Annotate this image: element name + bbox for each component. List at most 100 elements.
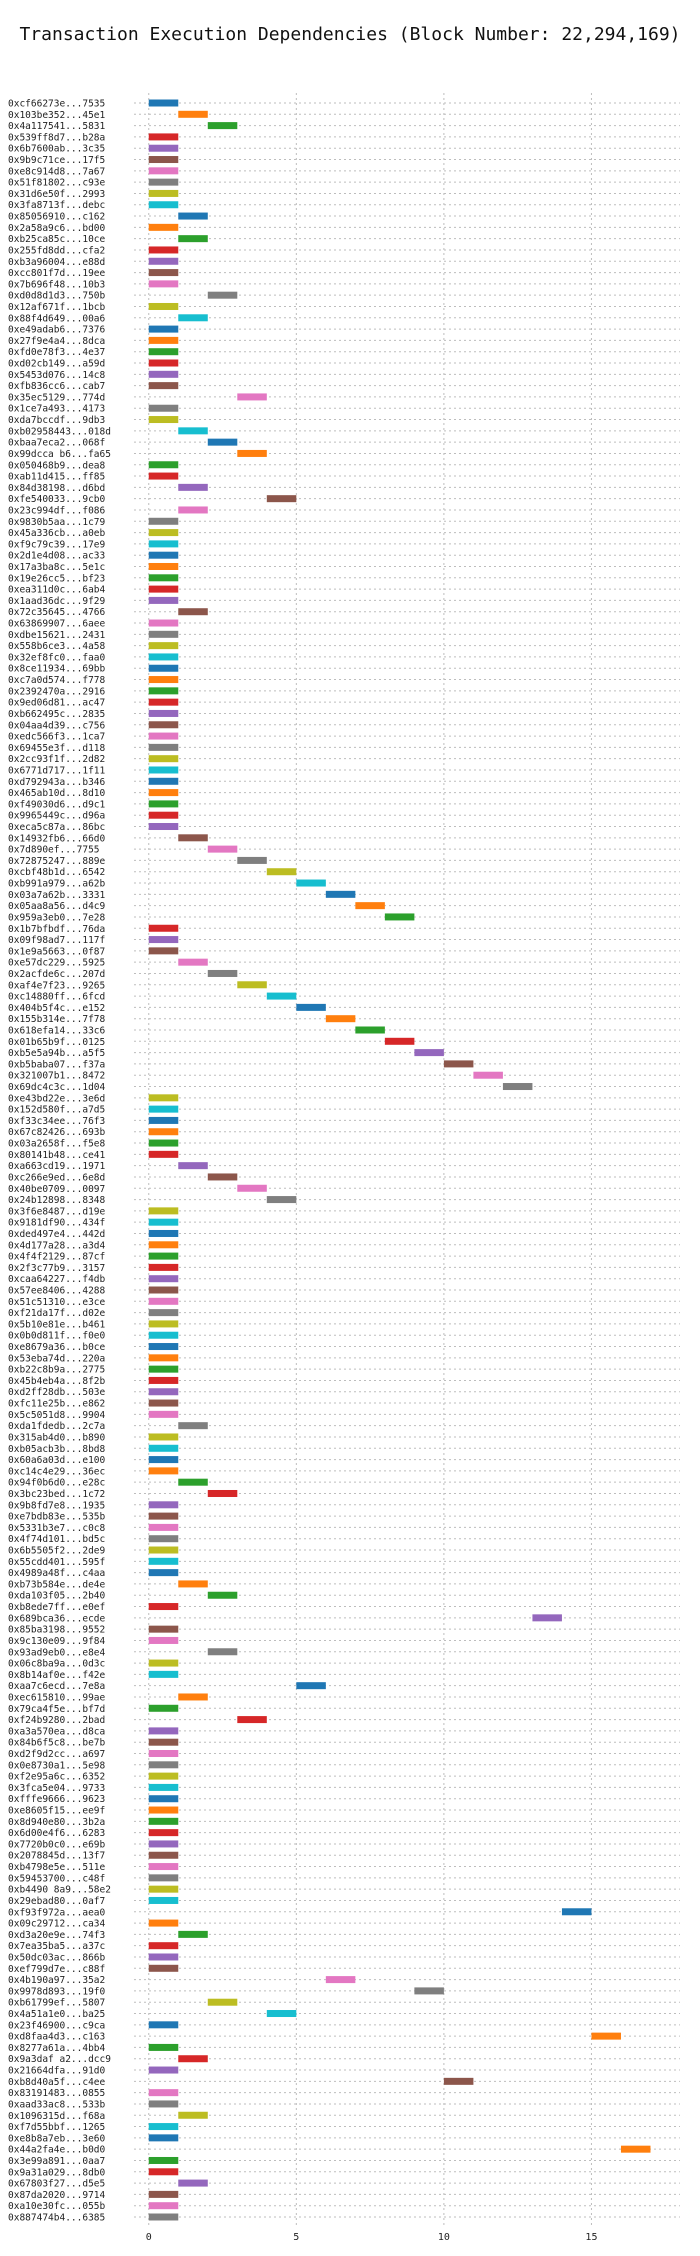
bar [148, 1275, 179, 1283]
y-tick-label: 0xdbe15621...2431 [8, 630, 106, 641]
y-tick-label: 0xb5baba07...f37a [8, 1059, 105, 1070]
y-tick-label: 0x72875247...889e [8, 856, 106, 867]
bar [148, 1806, 179, 1814]
y-tick-label: 0x5c5051d8...9904 [8, 1410, 106, 1421]
y-tick-label: 0xec615810...99ae [8, 1692, 106, 1703]
y-tick-label: 0xe8b8a7eb...3e60 [8, 2133, 106, 2144]
bar [148, 540, 179, 548]
bar [148, 269, 179, 277]
y-tick-label: 0x4989a48f...c4aa [8, 1568, 105, 1579]
y-tick-label: 0x87da2020...9714 [8, 2190, 106, 2201]
bar [148, 1896, 179, 1904]
y-tick-label: 0xe7bdb83e...535b [8, 1512, 106, 1523]
bar [237, 856, 267, 864]
bar [207, 1489, 238, 1497]
y-tick-label: 0xf21da17f...d02e [8, 1308, 106, 1319]
bar [148, 642, 179, 650]
bar [148, 1309, 179, 1317]
bar [148, 1840, 179, 1848]
y-tick-label: 0x32ef8fc0...faa0 [8, 652, 106, 663]
bar [148, 1523, 179, 1531]
y-tick-label: 0xcaa64227...f4db [8, 1274, 106, 1285]
bar [148, 1704, 179, 1712]
y-tick-label: 0x69455e3f...d118 [8, 743, 106, 754]
y-tick-label: 0x53eba74d...220a [8, 1353, 105, 1364]
bar [148, 1863, 179, 1871]
y-tick-label: 0x72c35645...4766 [8, 607, 106, 618]
y-tick-label: 0x5453d076...14c8 [8, 370, 106, 381]
y-tick-label: 0xb4798e5e...511e [8, 1862, 106, 1873]
bar [178, 1930, 208, 1938]
y-tick-label: 0x51f81802...c93e [8, 178, 106, 189]
bar [148, 936, 179, 944]
y-tick-label: 0x94f0b6d0...e28c [8, 1478, 105, 1489]
bar [148, 2202, 179, 2210]
y-tick-label: 0x2acfde6c...207d [8, 969, 105, 980]
bar [148, 201, 179, 209]
bar [148, 257, 179, 265]
y-tick-label: 0x2078845d...13f7 [8, 1851, 105, 1862]
y-tick-label: 0x4b190a97...35a2 [8, 1975, 105, 1986]
y-tick-label: 0x04aa4d39...c756 [8, 720, 106, 731]
y-tick-label: 0xb5e5a94b...a5f5 [8, 1048, 105, 1059]
y-tick-label: 0x59453700...c48f [8, 1873, 105, 1884]
bar [148, 2043, 179, 2051]
bar [148, 1772, 179, 1780]
bar [207, 1591, 238, 1599]
bar [148, 2100, 179, 2108]
y-tick-label: 0xd02cb149...a59d [8, 359, 105, 370]
bar [148, 1263, 179, 1271]
bar [148, 1218, 179, 1226]
bar [148, 472, 179, 480]
bar [266, 495, 297, 503]
y-tick-label: 0x85ba3198...9552 [8, 1625, 105, 1636]
bar [148, 1783, 179, 1791]
bar [266, 1196, 297, 1204]
bar [414, 1987, 444, 1995]
y-tick-label: 0x09c29712...ca34 [8, 1919, 106, 1930]
y-tick-label: 0x2cc93f1f...2d82 [8, 754, 105, 765]
y-tick-label: 0x1aad36dc...9f29 [8, 596, 106, 607]
y-tick-label: 0xd0d8d1d3...750b [8, 291, 106, 302]
bar [148, 2134, 179, 2142]
y-tick-label: 0x1096315d...f68a [8, 2111, 105, 2122]
y-tick-label: 0xe8679a36...b0ce [8, 1342, 106, 1353]
bar [148, 1229, 179, 1237]
bar [148, 1128, 179, 1136]
bar [591, 2032, 621, 2040]
y-tick-label: 0xeca5c87a...86bc [8, 822, 105, 833]
bar [148, 178, 179, 186]
bar [325, 1976, 356, 1984]
y-tick-label: 0x9ed06d81...ac47 [8, 698, 105, 709]
bar [178, 834, 208, 842]
bar [443, 1060, 474, 1068]
bar [178, 427, 208, 435]
y-tick-label: 0xf9c79c39...17e9 [8, 539, 106, 550]
bar [148, 1851, 179, 1859]
bar [148, 1150, 179, 1158]
bar [355, 902, 385, 910]
y-tick-label: 0x45a336cb...a0eb [8, 528, 106, 539]
y-tick-label: 0xea311d0c...6ab4 [8, 585, 106, 596]
bar [148, 766, 179, 774]
y-tick-label: 0x6b5505f2...2de9 [8, 1546, 106, 1557]
bar [148, 562, 179, 570]
y-tick-label: 0x8277a61a...4bb4 [8, 2043, 106, 2054]
bar [148, 280, 179, 288]
y-tick-label: 0xedc566f3...1ca7 [8, 732, 105, 743]
bar [148, 1874, 179, 1882]
bar [148, 1444, 179, 1452]
bar [148, 1320, 179, 1328]
bar [148, 1297, 179, 1305]
bar [148, 1750, 179, 1758]
y-tick-label: 0x17a3ba8c...5e1c [8, 562, 105, 573]
y-tick-label: 0xb3a96004...e88d [8, 257, 105, 268]
bar [148, 1116, 179, 1124]
y-tick-label: 0x03a7a62b...3331 [8, 890, 106, 901]
y-tick-label: 0xfffe9666...9623 [8, 1794, 105, 1805]
bar [178, 958, 208, 966]
y-tick-label: 0x2d1e4d08...ac33 [8, 551, 105, 562]
bar [502, 1083, 533, 1091]
bar [414, 1049, 444, 1057]
